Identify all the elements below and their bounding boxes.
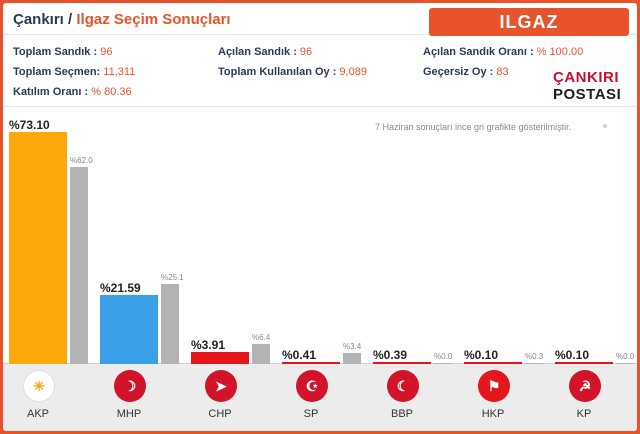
party-name: SP	[303, 408, 319, 420]
bar-label-akp: %73.10	[9, 118, 50, 132]
district-badge: ILGAZ	[429, 8, 629, 36]
party-name: CHP	[208, 408, 232, 420]
stat-value: 9,089	[339, 66, 367, 78]
results-panel: Çankırı / Ilgaz Seçim Sonuçları ILGAZ To…	[3, 3, 637, 431]
bar-kp	[555, 362, 613, 364]
party-legend: ☀ AKP ☽ MHP ➤ CHP ☪ SP ☾ BBP ⚑ HKP ☭ KP	[3, 364, 637, 431]
party-kp[interactable]: ☭ KP	[541, 364, 627, 431]
party-chp[interactable]: ➤ CHP	[177, 364, 263, 431]
bar-prev-label-sp: %3.4	[343, 342, 362, 352]
stats-panel: Toplam Sandık : 96 Açılan Sandık : 96 Aç…	[3, 36, 637, 106]
bar-prev-mhp	[161, 284, 179, 364]
bar-chp	[191, 351, 249, 364]
bar-prev-bbp	[434, 363, 452, 364]
stat-label: Toplam Sandık :	[13, 46, 101, 58]
party-name: BBP	[390, 408, 413, 420]
bar-bbp	[373, 362, 431, 364]
stat-toplam-sandik: Toplam Sandık : 96	[13, 46, 112, 58]
bar-prev-label-hkp: %0.3	[525, 352, 544, 361]
hammer-sickle-icon: ☭	[569, 370, 601, 402]
chart-note: 7 Haziran sonuçları ince gri grafikte gö…	[375, 122, 572, 132]
logo-text-top: ÇANKIRI	[553, 69, 619, 86]
party-mhp[interactable]: ☽ MHP	[86, 364, 172, 431]
stat-value: 83	[496, 66, 509, 78]
bar-label-bbp: %0.39	[373, 348, 408, 362]
bar-prev-label-chp: %6.4	[252, 332, 271, 342]
bar-prev-hkp	[525, 363, 543, 364]
bar-prev-akp	[70, 167, 88, 364]
bar-akp	[9, 132, 67, 364]
stat-label: Toplam Seçmen:	[13, 66, 104, 78]
bar-prev-chp	[252, 343, 270, 364]
bar-prev-label-akp: %62.0	[70, 156, 93, 166]
stat-value: 11,311	[103, 66, 136, 78]
bar-hkp	[464, 362, 522, 364]
party-hkp[interactable]: ⚑ HKP	[450, 364, 536, 431]
stat-label: Geçersiz Oy :	[423, 66, 497, 78]
page-subtitle: Ilgaz Seçim Sonuçları	[76, 11, 231, 28]
stat-gecersiz-oy: Geçersiz Oy : 83	[423, 66, 509, 78]
party-name: AKP	[26, 408, 49, 420]
stat-label: Katılım Oranı :	[13, 86, 92, 98]
city-link[interactable]: Çankırı	[13, 11, 64, 28]
bar-prev-kp	[616, 363, 634, 364]
party-sp[interactable]: ☪ SP	[268, 364, 354, 431]
bar-label-sp: %0.41	[282, 348, 317, 362]
stat-value: 96	[299, 46, 313, 58]
logo-text-bottom: POSTASI	[553, 86, 622, 103]
crescent-icon: ☾	[387, 370, 419, 402]
bar-label-hkp: %0.10	[464, 348, 499, 362]
stat-label: Açılan Sandık Oranı :	[423, 46, 537, 58]
stat-label: Toplam Kullanılan Oy :	[218, 66, 340, 78]
stat-katilim-orani: Katılım Oranı : % 80.36	[13, 86, 132, 98]
party-name: HKP	[481, 408, 505, 420]
note-dot-icon	[603, 124, 607, 128]
stat-value: 96	[100, 46, 113, 58]
bar-mhp	[100, 295, 158, 364]
bar-prev-label-bbp: %0.0	[434, 352, 453, 361]
bar-label-chp: %3.91	[191, 337, 226, 352]
bar-sp	[282, 362, 340, 364]
stat-label: Açılan Sandık :	[218, 46, 300, 58]
party-name: MHP	[116, 408, 142, 420]
results-bar-chart: 7 Haziran sonuçları ince gri grafikte gö…	[3, 106, 637, 364]
three-crescents-icon: ☽	[114, 370, 146, 402]
stat-value: % 100.00	[536, 46, 584, 58]
crescent-star-icon: ☪	[296, 370, 328, 402]
stat-acilan-sandik: Açılan Sandık : 96	[218, 46, 312, 58]
party-akp[interactable]: ☀ AKP	[3, 364, 81, 431]
bar-prev-label-mhp: %25.1	[161, 273, 184, 283]
title-separator: /	[63, 11, 77, 28]
stat-toplam-kullanilan-oy: Toplam Kullanılan Oy : 9,089	[218, 66, 367, 78]
stat-value: % 80.36	[91, 86, 132, 98]
party-name: KP	[576, 408, 592, 420]
lightbulb-icon: ☀	[23, 370, 55, 402]
stat-acilan-sandik-orani: Açılan Sandık Oranı : % 100.00	[423, 46, 583, 58]
flag-icon: ⚑	[478, 370, 510, 402]
page-title: Çankırı / Ilgaz Seçim Sonuçları	[13, 11, 231, 28]
bar-label-kp: %0.10	[555, 348, 590, 362]
bar-label-mhp: %21.59	[100, 281, 141, 296]
stat-toplam-secmen: Toplam Seçmen: 11,311	[13, 66, 135, 78]
bar-prev-label-kp: %0.0	[616, 352, 635, 361]
header: Çankırı / Ilgaz Seçim Sonuçları ILGAZ	[3, 3, 637, 36]
cankiri-postasi-logo[interactable]: ÇANKIRI POSTASI	[547, 69, 633, 109]
party-bbp[interactable]: ☾ BBP	[359, 364, 445, 431]
bar-prev-sp	[343, 353, 361, 364]
six-arrows-icon: ➤	[205, 370, 237, 402]
